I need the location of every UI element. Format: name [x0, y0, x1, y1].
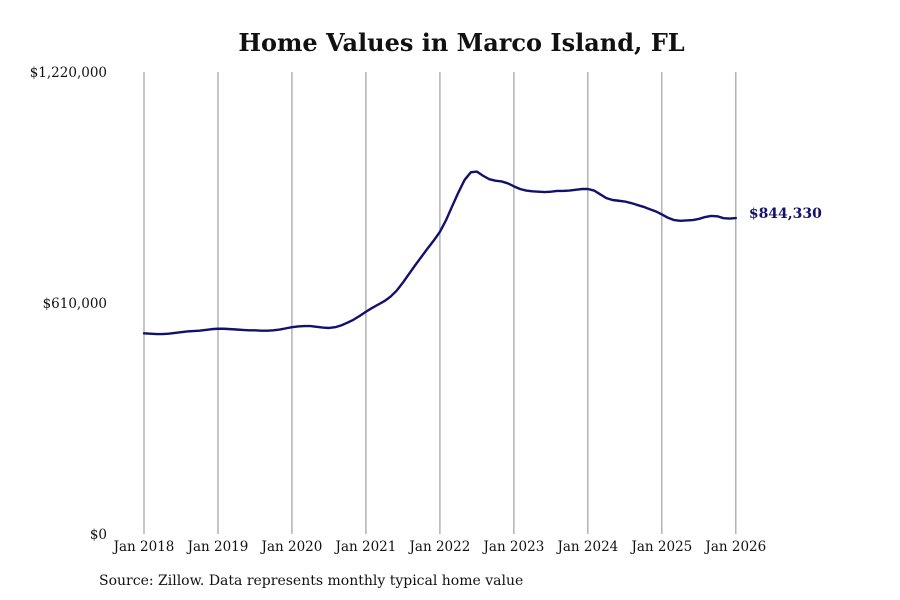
- x-tick-label: Jan 2019: [186, 539, 249, 555]
- series-line: [142, 170, 738, 336]
- annotation-layer: $844,330: [749, 206, 822, 222]
- x-tick-label: Jan 2025: [629, 539, 692, 555]
- x-tick-label: Jan 2021: [334, 539, 397, 555]
- x-axis-ticks: Jan 2018 Jan 2019 Jan 2020 Jan 2021 Jan 2022…: [112, 539, 767, 555]
- x-tick-label: Jan 2023: [481, 539, 544, 555]
- x-tick-label: Jan 2022: [408, 539, 471, 555]
- x-tick-label: Jan 2026: [703, 539, 766, 555]
- y-tick-label: $610,000: [43, 296, 107, 312]
- y-tick-label: $1,220,000: [30, 65, 107, 81]
- x-tick-label: Jan 2018: [112, 539, 175, 555]
- series-layer: [142, 170, 738, 336]
- source-note: Source: Zillow. Data represents monthly …: [99, 573, 524, 589]
- x-tick-label: Jan 2024: [555, 539, 618, 555]
- end-value-label: $844,330: [749, 206, 822, 222]
- chart-title: Home Values in Marco Island, FL: [238, 28, 685, 57]
- y-axis-ticks: $0 $610,000 $1,220,000: [30, 65, 107, 543]
- grid-lines: [143, 72, 737, 534]
- y-tick-label: $0: [90, 527, 107, 543]
- x-tick-label: Jan 2020: [260, 539, 323, 555]
